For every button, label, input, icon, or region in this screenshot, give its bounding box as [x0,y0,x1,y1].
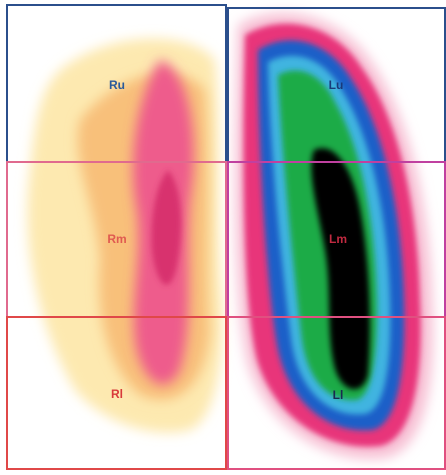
region-label: Rm [107,232,126,246]
scintigraphy-image: Ru Rm Rl Lu Lm Ll [0,0,446,470]
region-label: Lu [329,78,344,92]
region-label: Rl [111,387,123,401]
region-label: Lm [329,232,347,246]
region-label: Ru [109,78,125,92]
region-label: Ll [333,388,344,402]
